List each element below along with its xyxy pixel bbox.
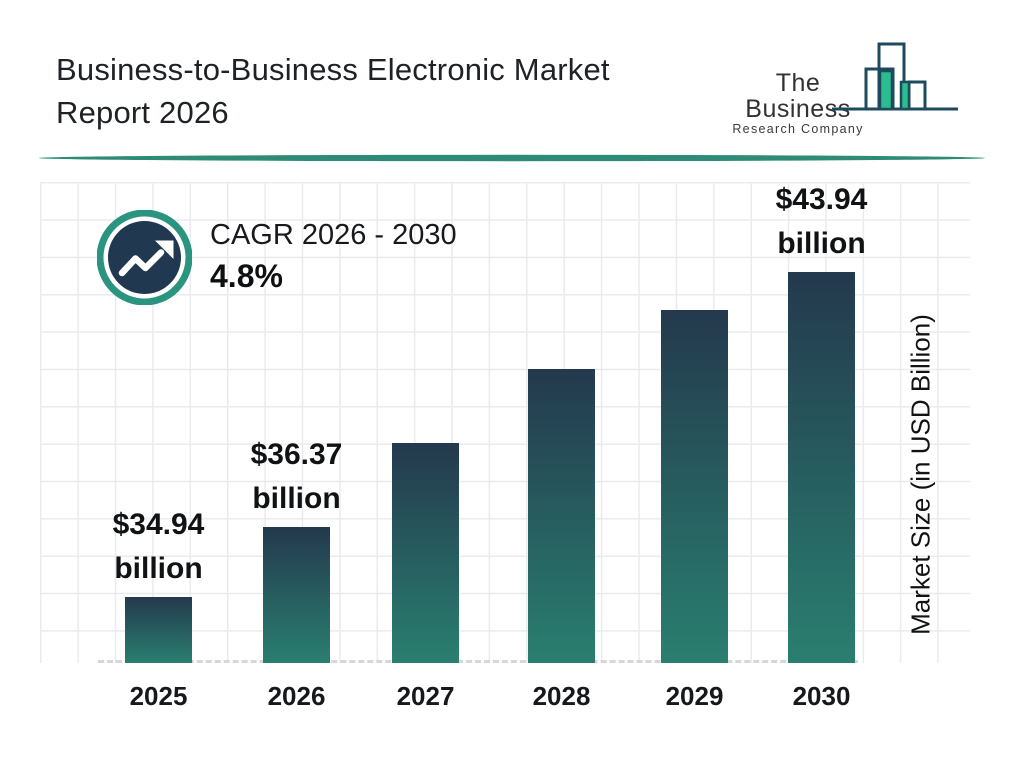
y-axis-title: Market Size (in USD Billion) <box>905 314 936 635</box>
bar-2026 <box>263 527 330 663</box>
bar-2027 <box>392 443 459 663</box>
trending-up-icon <box>97 210 192 305</box>
bar-value-label-2025: $34.94 billion <box>112 508 205 585</box>
bar-2030 <box>788 272 855 663</box>
logo-skyline-icon <box>832 42 958 111</box>
bar-2028 <box>528 369 595 663</box>
cagr-badge: CAGR 2026 - 2030 4.8% <box>97 210 577 310</box>
x-axis-label-2029: 2029 <box>665 681 724 711</box>
chart-baseline <box>98 660 858 663</box>
x-axis-label-2026: 2026 <box>267 681 326 711</box>
x-axis-label-2025: 2025 <box>129 681 188 711</box>
bar-value-label-2030: $43.94 billion <box>775 183 868 260</box>
company-subname: Research Company <box>732 122 864 136</box>
x-axis-label-2028: 2028 <box>532 681 591 711</box>
cagr-text-block: CAGR 2026 - 2030 4.8% <box>210 217 457 296</box>
cagr-value: 4.8% <box>210 258 283 294</box>
company-logo: The Business Research Company <box>728 42 988 136</box>
header-divider <box>39 154 985 162</box>
bar-2029 <box>661 310 728 663</box>
bar-value-label-2026: $36.37 billion <box>250 438 343 515</box>
cagr-label: CAGR 2026 - 2030 <box>210 219 457 251</box>
page-title-line1: Business-to-Business Electronic Market <box>56 52 610 87</box>
x-axis-label-2027: 2027 <box>396 681 455 711</box>
page-title-line2: Report 2026 <box>56 95 229 130</box>
bar-2025 <box>125 597 192 663</box>
x-axis-label-2030: 2030 <box>792 681 851 711</box>
page-title: Business-to-Business Electronic Market R… <box>56 48 716 134</box>
